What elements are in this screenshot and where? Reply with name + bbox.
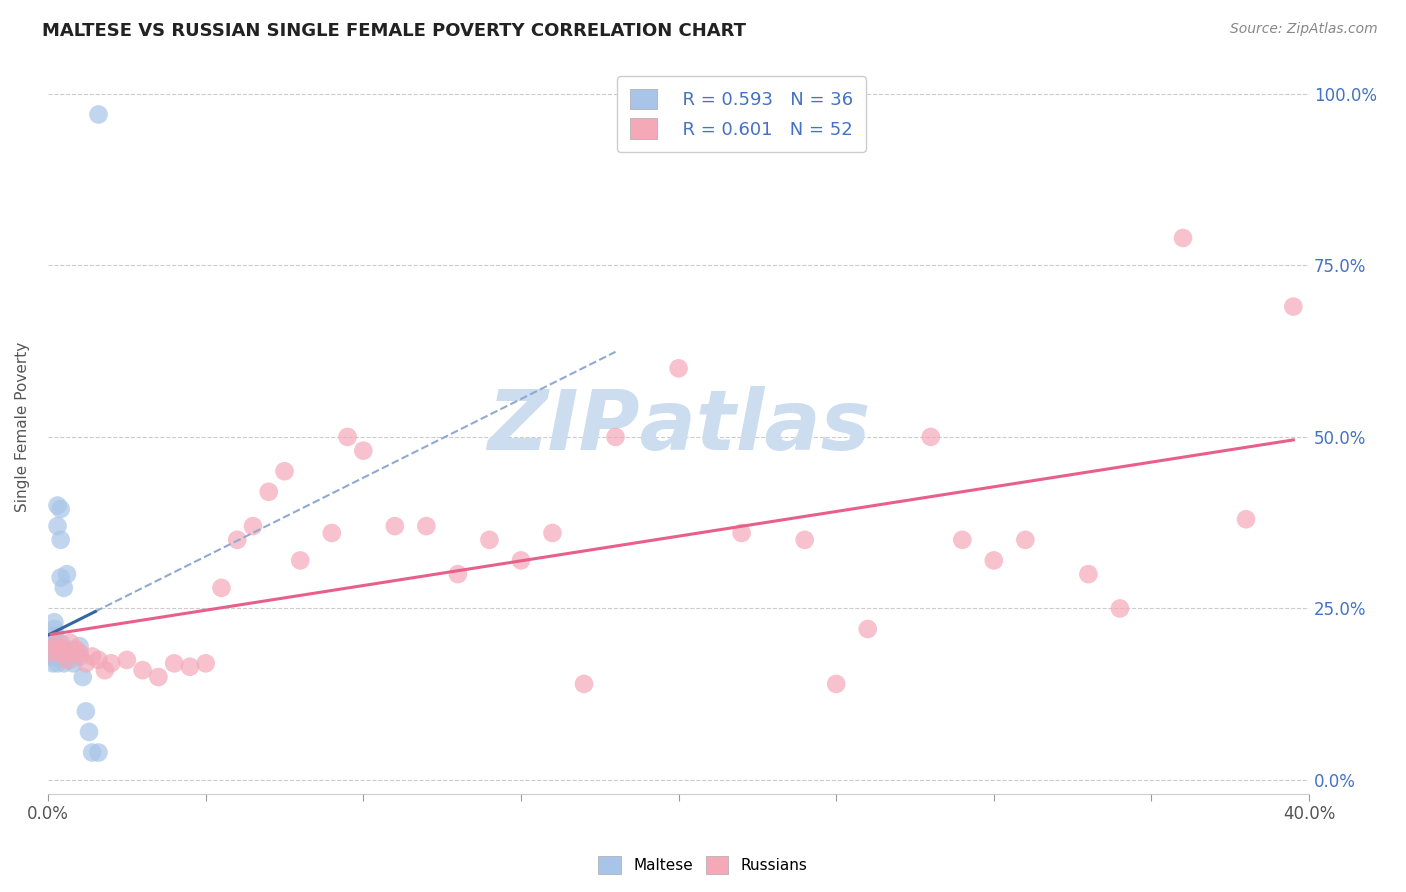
Point [1077,567,1099,582]
Point [46,499,69,513]
Point [39,636,62,650]
Point [1282,300,1305,314]
Point [77,725,100,739]
Point [352,443,374,458]
Point [131,663,153,677]
Point [920,430,942,444]
Point [1234,512,1257,526]
Point [856,622,879,636]
Legend:   R = 0.593   N = 36,   R = 0.601   N = 52: R = 0.593 N = 36, R = 0.601 N = 52 [617,76,866,152]
Point [49,533,72,547]
Point [415,519,437,533]
Point [39,642,62,657]
Point [793,533,815,547]
Point [52,649,75,664]
Point [44,649,66,664]
Point [242,519,264,533]
Point [38,642,60,657]
Point [72,670,94,684]
Point [950,533,973,547]
Point [52,657,75,671]
Point [75,704,97,718]
Point [56,567,79,582]
Point [52,581,75,595]
Point [148,670,170,684]
Legend: Maltese, Russians: Maltese, Russians [592,850,814,880]
Point [52,642,75,657]
Point [321,526,343,541]
Point [541,526,564,541]
Point [46,646,69,660]
Point [44,639,66,653]
Point [39,646,62,660]
Point [730,526,752,541]
Point [65,642,87,657]
Point [62,646,84,660]
Point [69,646,91,660]
Point [384,519,406,533]
Point [179,659,201,673]
Point [62,657,84,671]
Point [59,653,82,667]
Point [62,646,84,660]
Text: MALTESE VS RUSSIAN SINGLE FEMALE POVERTY CORRELATION CHART: MALTESE VS RUSSIAN SINGLE FEMALE POVERTY… [42,22,747,40]
Point [59,636,82,650]
Point [75,657,97,671]
Text: Source: ZipAtlas.com: Source: ZipAtlas.com [1230,22,1378,37]
Point [163,657,186,671]
Point [1171,231,1194,245]
Point [69,639,91,653]
Point [42,657,65,671]
Point [39,649,62,664]
Point [100,657,122,671]
Point [49,570,72,584]
Point [478,533,501,547]
Point [46,657,69,671]
Point [572,677,595,691]
Point [59,642,82,657]
Point [69,649,91,664]
Text: ZIP​atlas: ZIP​atlas [486,386,870,467]
Point [56,653,79,667]
Point [87,653,110,667]
Point [211,581,233,595]
Point [336,430,359,444]
Point [44,615,66,629]
Point [82,746,104,760]
Point [46,639,69,653]
Point [605,430,627,444]
Point [44,646,66,660]
Point [983,553,1005,567]
Point [290,553,312,567]
Point [52,642,75,657]
Point [82,649,104,664]
Point [49,502,72,516]
Point [194,657,217,671]
Point [49,642,72,657]
Point [1014,533,1036,547]
Point [46,519,69,533]
Point [510,553,533,567]
Point [115,653,138,667]
Point [44,622,66,636]
Point [87,107,110,121]
Point [825,677,848,691]
Point [44,629,66,643]
Point [1109,601,1132,615]
Point [257,484,280,499]
Point [46,636,69,650]
Point [87,746,110,760]
Point [447,567,470,582]
Point [668,361,690,376]
Y-axis label: Single Female Poverty: Single Female Poverty [15,342,30,512]
Point [273,464,295,478]
Point [226,533,249,547]
Point [94,663,117,677]
Point [49,646,72,660]
Point [49,636,72,650]
